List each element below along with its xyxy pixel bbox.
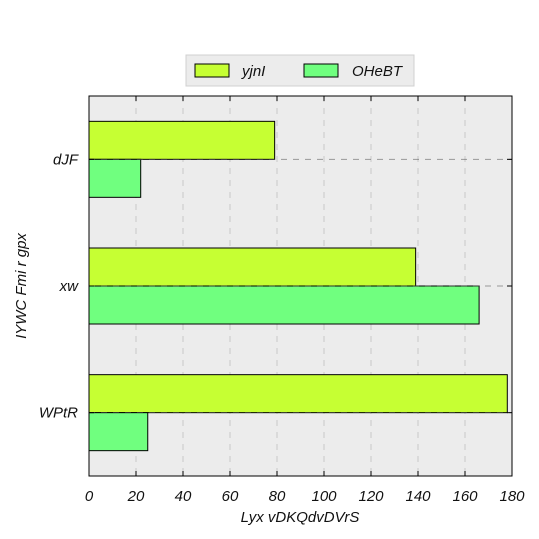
y-tick-label: WPtR [39, 405, 78, 422]
y-axis-title: IYWC Fmi r gpx [13, 233, 30, 339]
legend: yjnI OHeBT [185, 54, 415, 87]
x-tick-label: 160 [452, 488, 478, 505]
x-tick-label: 0 [85, 488, 94, 505]
x-tick-label: 80 [269, 488, 286, 505]
legend-label-yjnI: yjnI [241, 63, 265, 80]
x-tick-label: 100 [311, 488, 337, 505]
bars [88, 120, 508, 452]
y-tick-label: xw [59, 278, 80, 295]
x-tick-label: 40 [175, 488, 192, 505]
legend-label-OHeBT: OHeBT [352, 63, 404, 80]
x-tick-label: 60 [222, 488, 239, 505]
bar-yjnI-dJF [88, 120, 276, 160]
x-tick-label: 20 [127, 488, 145, 505]
legend-swatch-yjnI [194, 63, 230, 78]
bar-OHeBT-xw [88, 285, 480, 325]
y-tick-label: dJF [53, 151, 79, 168]
bar-yjnI-WPtR [88, 374, 508, 414]
bar-OHeBT-dJF [88, 158, 142, 198]
bar-yjnI-xw [88, 247, 417, 287]
x-tick-label: 140 [405, 488, 431, 505]
x-tick-label: 180 [499, 488, 525, 505]
bar-OHeBT-WPtR [88, 412, 149, 452]
legend-swatch-OHeBT [303, 63, 339, 78]
x-tick-label: 120 [358, 488, 384, 505]
x-axis-title: Lyx vDKQdvDVrS [241, 509, 360, 526]
axis-ticks: 0 20 40 60 80 100 120 140 160 180 dJF xw WPtR [39, 96, 525, 505]
